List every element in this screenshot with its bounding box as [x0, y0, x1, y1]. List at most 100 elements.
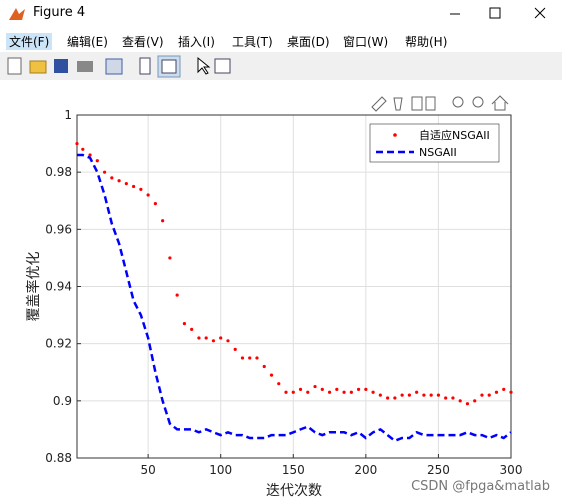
- data-point: [269, 373, 274, 377]
- data-line: [77, 153, 512, 443]
- data-point: [88, 153, 92, 157]
- data-point: [117, 179, 121, 183]
- menu-item[interactable]: 帮助(H): [405, 35, 448, 49]
- data-point: [429, 393, 433, 397]
- data-point: [480, 393, 484, 397]
- x-tick-label: 300: [500, 463, 523, 477]
- data-point: [349, 390, 353, 394]
- data-point: [240, 356, 245, 360]
- legend-label: NSGAII: [419, 146, 457, 159]
- data-point: [444, 396, 448, 400]
- y-tick-label: 0.9: [53, 394, 72, 408]
- toolbar: [0, 52, 562, 81]
- y-tick-label: 1: [64, 108, 72, 122]
- data-point: [102, 170, 107, 174]
- data-point: [342, 390, 346, 394]
- data-point: [306, 390, 310, 394]
- data-point: [277, 382, 281, 386]
- menu-item[interactable]: 文件(F): [6, 33, 53, 50]
- x-tick-label: 50: [140, 463, 155, 477]
- data-point: [371, 390, 375, 394]
- axes-toolbar[interactable]: [371, 95, 509, 112]
- data-point: [378, 393, 382, 397]
- data-point: [415, 390, 419, 394]
- menu-item[interactable]: 编辑(E): [67, 35, 108, 49]
- y-axis-label: 覆盖率优化: [25, 252, 42, 322]
- menu-item[interactable]: 窗口(W): [343, 35, 389, 49]
- x-tick-label: 150: [282, 463, 305, 477]
- data-point: [298, 387, 303, 391]
- menu-item[interactable]: 工具(T): [232, 35, 273, 49]
- data-point: [153, 202, 157, 206]
- data-point: [509, 390, 513, 394]
- window-title: Figure 4: [33, 5, 86, 20]
- data-point: [284, 390, 288, 394]
- x-tick-label: 100: [209, 463, 232, 477]
- data-point: [255, 356, 259, 360]
- y-tick-label: 0.98: [45, 165, 72, 179]
- data-point: [356, 387, 361, 391]
- data-point: [226, 339, 230, 343]
- data-point: [422, 393, 426, 397]
- data-point: [175, 293, 179, 297]
- data-point: [458, 399, 462, 403]
- data-point: [81, 147, 85, 151]
- axes-box: [76, 114, 512, 459]
- legend-label: 自适应NSGAII: [419, 128, 490, 142]
- x-axis-label: 迭代次数: [266, 483, 322, 499]
- data-point: [132, 184, 136, 189]
- data-point: [211, 339, 216, 343]
- menu-item[interactable]: 桌面(D): [287, 35, 330, 49]
- data-point: [161, 219, 165, 223]
- data-point: [320, 387, 324, 391]
- data-point: [139, 187, 143, 191]
- x-tick-label: 250: [427, 463, 450, 477]
- data-point: [219, 336, 223, 340]
- legend-swatch: [393, 133, 397, 137]
- data-point: [168, 256, 172, 260]
- data-point: [400, 393, 404, 397]
- toolbar-icons[interactable]: [0, 52, 240, 80]
- data-point: [110, 176, 114, 180]
- menu-item[interactable]: 插入(I): [178, 35, 215, 49]
- data-point: [248, 356, 252, 360]
- y-tick-label: 0.92: [45, 337, 72, 351]
- data-point: [197, 336, 201, 340]
- data-point: [407, 393, 411, 397]
- data-point: [204, 336, 208, 340]
- watermark: CSDN @fpga&matlab: [411, 479, 550, 494]
- legend-box: [369, 123, 500, 163]
- data-point: [313, 384, 317, 389]
- menu-bar: 文件(F) 编辑(E) 查看(V) 插入(I) 工具(T) 桌面(D) 窗口(W) 帮助(H): [0, 28, 562, 52]
- data-point: [487, 393, 491, 397]
- data-point: [190, 327, 194, 331]
- data-point: [146, 193, 150, 197]
- data-point: [233, 347, 237, 351]
- y-tick-label: 0.96: [45, 222, 72, 236]
- data-point: [182, 322, 187, 326]
- data-point: [393, 396, 397, 400]
- app-icon: [9, 8, 25, 20]
- data-point: [494, 390, 499, 394]
- y-tick-label: 0.88: [45, 451, 72, 465]
- data-point: [95, 159, 99, 163]
- data-point: [451, 396, 455, 400]
- data-point: [262, 364, 266, 369]
- menu-item[interactable]: 查看(V): [122, 35, 164, 49]
- data-point: [436, 393, 441, 397]
- data-point: [386, 396, 390, 400]
- data-point: [327, 390, 332, 394]
- data-point: [124, 182, 128, 186]
- data-point: [473, 399, 477, 403]
- data-point: [75, 141, 79, 146]
- x-tick-label: 200: [354, 463, 377, 477]
- window-controls[interactable]: [440, 0, 560, 28]
- data-point: [335, 387, 339, 391]
- data-point: [502, 387, 506, 391]
- data-point: [465, 402, 470, 406]
- data-point: [291, 390, 295, 394]
- title-bar: Figure 4: [0, 0, 562, 28]
- data-point: [364, 387, 368, 391]
